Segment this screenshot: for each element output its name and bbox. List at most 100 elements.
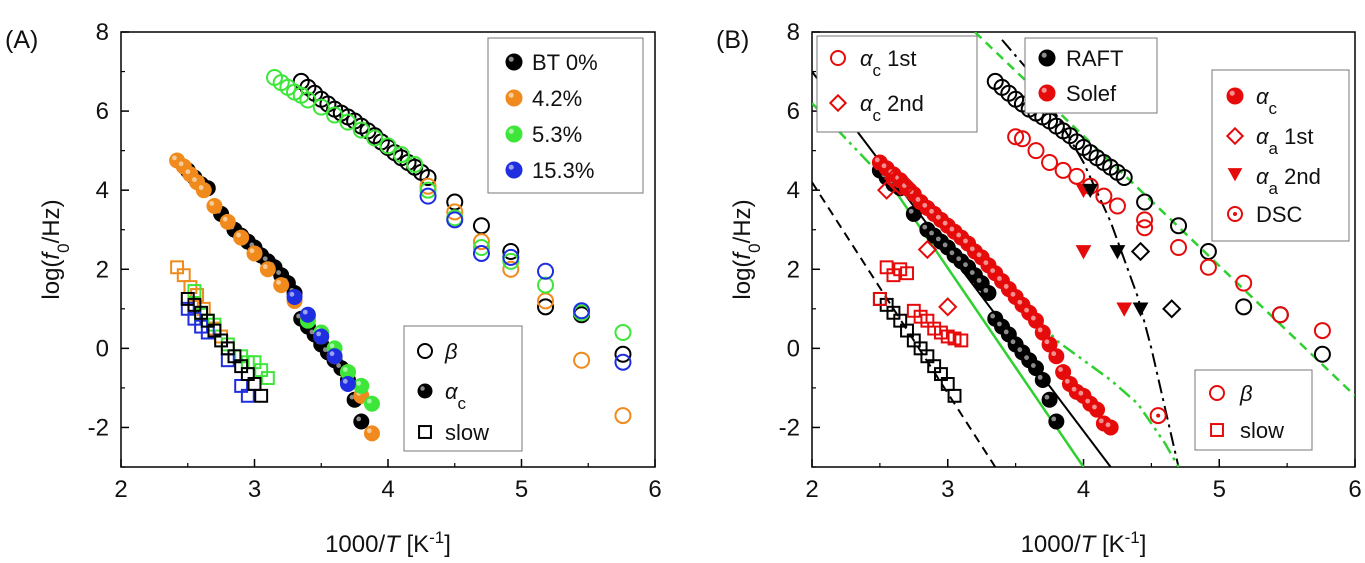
data-point-shine bbox=[881, 163, 887, 169]
data-point-shine bbox=[1030, 315, 1036, 321]
legend-marker bbox=[505, 53, 523, 71]
legend-marker-shine bbox=[1041, 87, 1047, 93]
data-point bbox=[537, 262, 555, 280]
data-point bbox=[1041, 154, 1059, 171]
y-tick-label: 0 bbox=[787, 335, 800, 362]
legend-entry: 5.3% bbox=[532, 122, 582, 147]
data-point bbox=[366, 129, 384, 147]
data-point bbox=[1007, 128, 1025, 146]
legend-marker bbox=[1225, 126, 1245, 146]
legend-marker bbox=[1209, 385, 1225, 401]
y-axis-label-part: /Hz) bbox=[38, 199, 65, 243]
legend-entry: 4.2% bbox=[532, 86, 582, 111]
data-point bbox=[1271, 306, 1289, 324]
data-point-shine bbox=[1092, 404, 1097, 410]
data-point bbox=[190, 288, 205, 302]
legend-entry-alpha-c-2nd-part: c bbox=[873, 106, 882, 125]
legend-marker bbox=[505, 125, 523, 143]
series bbox=[1149, 407, 1167, 425]
x-axis-label-part: [K bbox=[400, 531, 429, 558]
data-point-shine bbox=[1003, 329, 1009, 335]
data-point bbox=[233, 229, 250, 246]
x-tick-label: 4 bbox=[381, 476, 394, 503]
data-point bbox=[195, 182, 212, 199]
data-point-shine bbox=[922, 224, 928, 230]
data-point bbox=[1136, 193, 1154, 211]
x-axis-label-part: -1 bbox=[1125, 528, 1140, 547]
data-point-shine bbox=[249, 248, 255, 254]
x-axis-label: 1000/T [K-1] bbox=[1021, 528, 1147, 559]
data-point-shine bbox=[289, 291, 295, 297]
legend-entry-alpha-c: αc bbox=[1256, 84, 1278, 118]
data-point bbox=[1041, 391, 1058, 408]
data-point-shine bbox=[956, 256, 962, 262]
legend-entry-alpha-c-2nd-part: 2nd bbox=[881, 91, 924, 116]
data-point-shine bbox=[983, 260, 989, 266]
data-point bbox=[1089, 401, 1106, 418]
data-point bbox=[1082, 183, 1099, 199]
data-point bbox=[352, 121, 370, 139]
data-point-shine bbox=[329, 343, 335, 349]
data-point bbox=[1102, 419, 1119, 436]
data-point-shine bbox=[976, 278, 982, 283]
legend-entry-alpha-a-1st-part: 1st bbox=[1278, 124, 1313, 149]
data-point bbox=[1313, 345, 1331, 363]
x-tick-label: 5 bbox=[1213, 476, 1226, 503]
x-axis-label-part: ] bbox=[444, 531, 451, 558]
data-point bbox=[1115, 169, 1133, 187]
data-point bbox=[259, 261, 276, 278]
data-point bbox=[472, 244, 490, 262]
data-point-shine bbox=[322, 347, 328, 353]
y-tick-label: 4 bbox=[787, 177, 800, 204]
legend-entry-alpha-a-1st-part: α bbox=[1256, 124, 1270, 149]
data-point-shine bbox=[172, 155, 177, 161]
series bbox=[419, 187, 632, 371]
data-point-dot bbox=[1156, 413, 1161, 418]
data-point bbox=[872, 291, 887, 306]
legend-entry: slow bbox=[1240, 418, 1284, 443]
data-point-shine bbox=[366, 398, 372, 404]
data-point bbox=[419, 187, 437, 205]
data-point-shine bbox=[929, 230, 934, 236]
legend-entry: BT 0% bbox=[532, 50, 598, 75]
data-point-shine bbox=[316, 331, 322, 337]
legend-entry-alpha-c-2nd: αc 2nd bbox=[860, 91, 924, 125]
legend-entry-alpha-c-part: c bbox=[1269, 99, 1278, 118]
data-point bbox=[419, 181, 437, 199]
x-tick-label: 2 bbox=[805, 476, 818, 503]
data-point-shine bbox=[874, 157, 880, 163]
data-point-shine bbox=[356, 416, 362, 422]
data-point bbox=[1130, 241, 1151, 262]
legend-entry-alpha-c-part: c bbox=[458, 394, 467, 413]
legend-entry: Solef bbox=[1066, 81, 1117, 106]
legend-entry-beta: β bbox=[444, 339, 458, 364]
legend-entry: slow bbox=[445, 420, 489, 445]
legend-entry-beta-part: β bbox=[444, 339, 458, 364]
y-axis-label: log(f0/Hz) bbox=[38, 199, 73, 299]
x-axis-label-part: -1 bbox=[429, 528, 444, 547]
legend-entry: DSC bbox=[1256, 202, 1303, 227]
data-point-shine bbox=[1017, 299, 1023, 305]
y-tick-label: 0 bbox=[96, 335, 109, 362]
legend-marker bbox=[417, 343, 433, 359]
data-point-shine bbox=[336, 363, 342, 368]
data-point-shine bbox=[1044, 394, 1050, 400]
data-point bbox=[246, 245, 263, 262]
data-point-shine bbox=[222, 216, 228, 222]
legend-marker bbox=[1210, 423, 1224, 437]
legend-marker bbox=[1227, 168, 1243, 182]
data-point bbox=[286, 288, 303, 305]
legend-marker bbox=[505, 89, 523, 107]
data-point-shine bbox=[276, 280, 281, 285]
data-point-shine bbox=[908, 208, 914, 214]
x-axis-label-part: 1000/ bbox=[1021, 531, 1081, 558]
data-point bbox=[614, 407, 632, 425]
data-point-shine bbox=[1044, 339, 1050, 345]
data-point-shine bbox=[942, 220, 948, 226]
data-point-shine bbox=[1010, 339, 1016, 345]
data-point bbox=[254, 388, 269, 403]
